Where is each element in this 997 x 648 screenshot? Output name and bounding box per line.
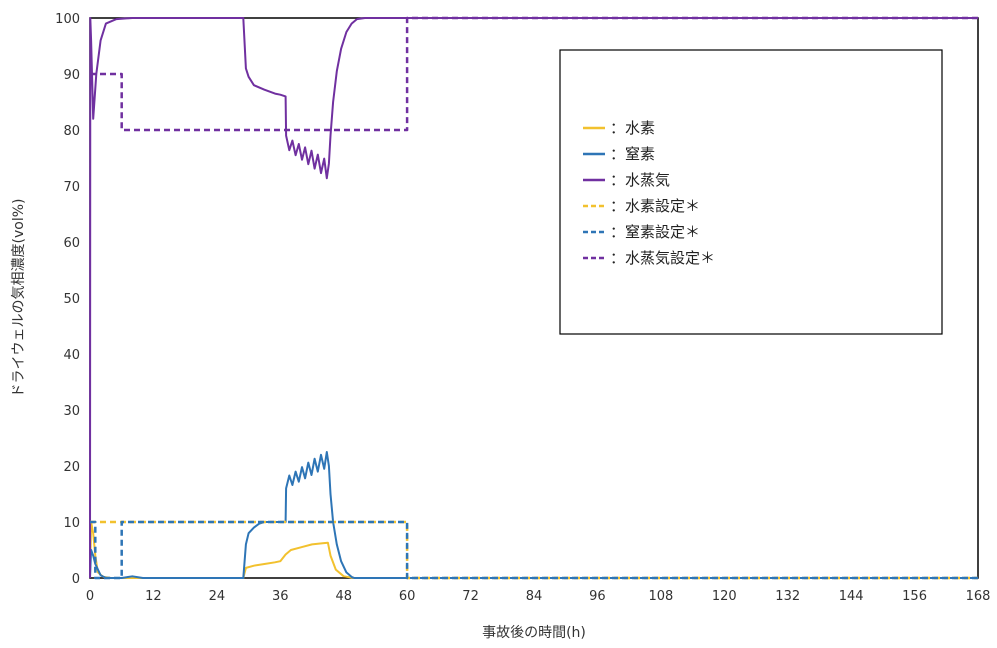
y-tick-label: 70 [63, 180, 80, 195]
x-tick-label: 168 [966, 589, 991, 604]
y-tick-label: 10 [63, 516, 80, 531]
x-tick-label: 132 [775, 589, 800, 604]
y-tick-label: 50 [63, 292, 80, 307]
x-tick-label: 84 [526, 589, 543, 604]
x-tick-label: 72 [462, 589, 479, 604]
x-tick-label: 48 [335, 589, 352, 604]
x-tick-label: 24 [209, 589, 226, 604]
series-line-2 [89, 451, 978, 579]
legend-label: ：水蒸気設定＊ [610, 249, 715, 267]
y-axis-label: ドライウェルの気相濃度(vol%) [11, 199, 27, 398]
legend-label: ：水蒸気 [610, 171, 670, 189]
x-tick-label: 12 [145, 589, 162, 604]
y-tick-label: 60 [63, 236, 80, 251]
x-tick-label: 60 [399, 589, 416, 604]
series-line-5 [90, 520, 978, 580]
x-tick-label: 120 [712, 589, 737, 604]
y-tick-label: 0 [72, 572, 80, 587]
x-tick-label: 96 [589, 589, 606, 604]
x-tick-label: 156 [902, 589, 927, 604]
x-tick-labels: 0 12 24 36 48 60 72 84 96 108 120 132 144 156 168 [86, 589, 991, 604]
series-line-3 [89, 17, 978, 579]
x-tick-label: 0 [86, 589, 94, 604]
legend: ：水素 ：窒素 ：水蒸気 ：水素設定＊ ：窒素設定＊ ：水蒸気設定＊ [559, 49, 943, 335]
x-tick-label: 144 [839, 589, 864, 604]
legend-label: ：水素設定＊ [610, 197, 700, 215]
y-tick-label: 100 [55, 12, 80, 27]
x-tick-label: 108 [648, 589, 673, 604]
legend-label: ：窒素設定＊ [610, 223, 700, 241]
y-tick-label: 90 [63, 68, 80, 83]
series-layer [89, 16, 978, 580]
series-line-6 [90, 16, 978, 132]
legend-items: ：水素 ：窒素 ：水蒸気 ：水素設定＊ ：窒素設定＊ ：水蒸気設定＊ [583, 119, 715, 267]
legend-box [559, 49, 943, 335]
y-tick-label: 80 [63, 124, 80, 139]
y-tick-label: 30 [63, 404, 80, 419]
y-tick-label: 40 [63, 348, 80, 363]
x-axis-label: 事故後の時間(h) [482, 625, 586, 641]
legend-label: ：水素 [610, 119, 655, 137]
y-tick-label: 20 [63, 460, 80, 475]
legend-label: ：窒素 [610, 145, 655, 163]
y-tick-labels: 0 10 20 30 40 50 60 70 80 90 100 [55, 12, 80, 587]
x-tick-label: 36 [272, 589, 289, 604]
series-line-4 [90, 520, 978, 580]
